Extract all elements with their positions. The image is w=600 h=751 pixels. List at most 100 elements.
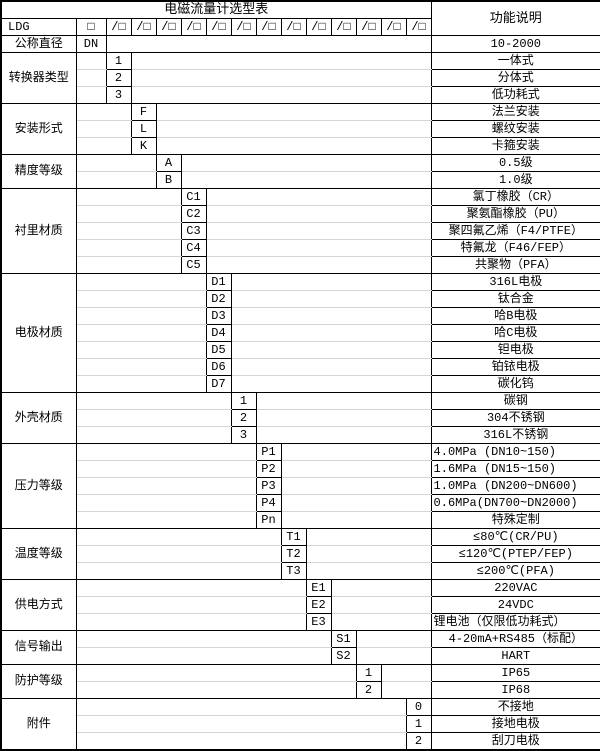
function-desc-cell: 304不锈钢 [430, 409, 600, 427]
option-row: 2 刮刀电极 [1, 732, 600, 751]
filler-cell [76, 120, 131, 138]
model-slot-cell: /□ [355, 18, 382, 36]
option-row: E2 24VDC [1, 596, 600, 614]
option-code-cell: D2 [205, 290, 232, 308]
option-row: C3 聚四氟乙烯（F4/PTFE） [1, 222, 600, 240]
filler-cell [381, 681, 432, 699]
option-code-cell: E2 [305, 596, 332, 614]
function-desc-cell: 316L电极 [430, 273, 600, 291]
filler-cell [76, 69, 106, 87]
filler-cell [76, 732, 406, 751]
option-row: 精度等级 A 0.5级 [0, 154, 600, 189]
function-desc-cell: 法兰安装 [430, 103, 600, 121]
option-code-cell: E1 [305, 579, 332, 597]
option-code-cell: DN [75, 35, 107, 53]
option-code-cell: Pn [255, 511, 282, 529]
filler-cell [76, 443, 256, 461]
function-desc-cell: 共聚物（PFA） [430, 256, 600, 274]
option-row: 安装形式 F 法兰安装 [0, 103, 600, 155]
option-code-cell: P1 [255, 443, 282, 461]
option-code-cell: F [130, 103, 157, 121]
function-desc-cell: ≤120℃(PTEP/FEP) [430, 545, 600, 563]
filler-cell [76, 171, 156, 189]
option-row: D6 铂铱电极 [1, 358, 600, 376]
category-label: 精度等级 [0, 154, 77, 189]
category-label: 附件 [0, 698, 77, 751]
option-row: 压力等级 P1 4.0MPa (DN10~150) [0, 443, 600, 529]
category-label: 供电方式 [0, 579, 77, 631]
function-desc-cell: 4-20mA+RS485（标配） [430, 630, 600, 648]
filler-cell [76, 698, 406, 716]
category-label: 外壳材质 [0, 392, 77, 444]
filler-cell [331, 613, 432, 631]
filler-cell [76, 273, 206, 291]
option-code-cell: E3 [305, 613, 332, 631]
option-code-cell: A [155, 154, 182, 172]
category-label: 公称直径 [0, 35, 77, 53]
function-desc-cell: 哈C电极 [430, 324, 600, 342]
option-row: C2 聚氨酯橡胶（PU） [1, 205, 600, 223]
option-code-cell: C4 [180, 239, 207, 257]
filler-cell [281, 443, 432, 461]
filler-cell [231, 307, 432, 325]
option-row: 电极材质 D1 316L电极 [0, 273, 600, 393]
option-code-cell: 3 [105, 86, 132, 104]
filler-cell [76, 630, 331, 648]
function-column-header: 功能说明 [430, 0, 600, 36]
option-code-cell: 1 [105, 52, 132, 70]
function-desc-cell: 不接地 [430, 698, 600, 716]
option-row: 转换器类型 1 一体式 [0, 52, 600, 104]
filler-cell [206, 205, 432, 223]
filler-cell [76, 715, 406, 733]
function-desc-cell: 4.0MPa (DN10~150) [430, 443, 600, 461]
filler-cell [76, 545, 281, 563]
filler-cell [306, 562, 432, 580]
option-row: 附件 0 不接地 [0, 698, 600, 751]
function-desc-cell: 锂电池（仅限低功耗式） [430, 613, 600, 631]
function-desc-cell: 低功耗式 [430, 86, 600, 104]
option-row: K 卡箍安装 [1, 137, 600, 155]
filler-cell [76, 392, 231, 410]
filler-cell [76, 188, 181, 206]
option-code-cell: 3 [230, 426, 257, 444]
function-desc-cell: 碳化钨 [430, 375, 600, 393]
option-code-cell: D1 [205, 273, 232, 291]
option-code-cell: S2 [330, 647, 357, 665]
function-desc-cell: IP68 [430, 681, 600, 699]
function-desc-cell: 聚氨酯橡胶（PU） [430, 205, 600, 223]
model-slot-cell: /□ [380, 18, 407, 36]
filler-cell [76, 358, 206, 376]
model-slot-cell: /□ [130, 18, 157, 36]
filler-cell [76, 290, 206, 308]
function-desc-cell: IP65 [430, 664, 600, 682]
page-title: 电磁流量计选型表 [0, 0, 432, 19]
option-row: 1 接地电极 [1, 715, 600, 733]
category-label: 转换器类型 [0, 52, 77, 104]
option-row: T3 ≤200℃(PFA) [1, 562, 600, 580]
filler-cell [281, 460, 432, 478]
function-desc-cell: 24VDC [430, 596, 600, 614]
filler-cell [76, 664, 356, 682]
option-code-cell: D6 [205, 358, 232, 376]
function-desc-cell: 钛合金 [430, 290, 600, 308]
filler-cell [76, 613, 306, 631]
option-row: D7 碳化钨 [1, 375, 600, 393]
option-row: 2 304不锈钢 [1, 409, 600, 427]
option-code-cell: P4 [255, 494, 282, 512]
filler-cell [131, 69, 432, 87]
function-desc-cell: ≤200℃(PFA) [430, 562, 600, 580]
filler-cell [206, 222, 432, 240]
option-row: 2 分体式 [1, 69, 600, 87]
option-row: Pn 特殊定制 [1, 511, 600, 529]
model-slot-cell: /□ [305, 18, 332, 36]
option-row: 防护等级 1 IP65 [0, 664, 600, 699]
filler-cell [181, 171, 432, 189]
category-label: 电极材质 [0, 273, 77, 393]
option-code-cell: K [130, 137, 157, 155]
option-code-cell: 2 [405, 732, 432, 751]
function-desc-cell: 刮刀电极 [430, 732, 600, 751]
option-row: S2 HART [1, 647, 600, 665]
filler-cell [231, 375, 432, 393]
option-row: P4 0.6MPa(DN700~DN2000) [1, 494, 600, 512]
